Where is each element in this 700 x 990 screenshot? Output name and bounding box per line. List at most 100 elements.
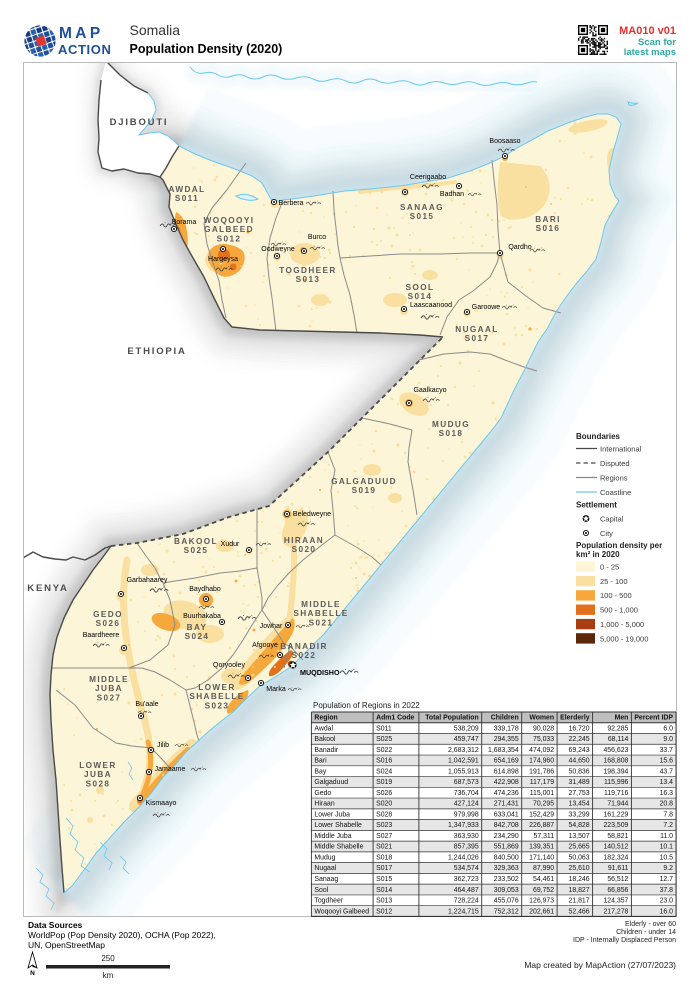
svg-text:IDP - Internally Displaced Per: IDP - Internally Displaced Person [573, 937, 676, 944]
svg-text:534,574: 534,574 [454, 865, 479, 872]
svg-text:S016: S016 [536, 224, 561, 233]
svg-text:223,509: 223,509 [603, 822, 628, 829]
svg-text:474,092: 474,092 [529, 747, 554, 754]
svg-text:140,512: 140,512 [603, 844, 628, 851]
svg-text:18,246: 18,246 [569, 876, 590, 883]
svg-text:MIDDLE: MIDDLE [89, 675, 129, 684]
svg-text:BAY: BAY [187, 623, 208, 632]
svg-text:LOWER: LOWER [79, 761, 116, 770]
svg-text:Percent IDP: Percent IDP [634, 715, 673, 722]
svg-text:363,930: 363,930 [454, 833, 479, 840]
svg-text:DJIBOUTI: DJIBOUTI [110, 117, 169, 128]
svg-text:Settlement: Settlement [576, 501, 617, 510]
svg-text:1,244,026: 1,244,026 [448, 854, 479, 861]
svg-text:S026: S026 [376, 790, 392, 797]
svg-text:NUGAAL: NUGAAL [455, 325, 498, 334]
svg-text:S027: S027 [376, 833, 392, 840]
svg-text:10.5: 10.5 [660, 854, 674, 861]
svg-text:TOGDHEER: TOGDHEER [279, 266, 336, 275]
svg-text:90,028: 90,028 [533, 725, 554, 732]
svg-text:37.8: 37.8 [660, 887, 674, 894]
svg-text:69,752: 69,752 [533, 887, 554, 894]
svg-text:115,001: 115,001 [530, 790, 555, 797]
svg-text:BARI: BARI [535, 215, 561, 224]
svg-text:Somalia: Somalia [130, 22, 181, 38]
svg-text:Oodweyne: Oodweyne [261, 246, 295, 253]
svg-text:Population of Regions in 2022: Population of Regions in 2022 [313, 701, 420, 710]
svg-text:Scan for: Scan for [638, 37, 676, 48]
svg-text:Garoowe: Garoowe [472, 304, 501, 311]
svg-text:KENYA: KENYA [27, 583, 68, 594]
svg-text:92,285: 92,285 [607, 725, 628, 732]
svg-text:Galgaduud: Galgaduud [314, 779, 348, 786]
svg-text:Buurhakaba: Buurhakaba [183, 613, 221, 620]
svg-text:GALGADUUD: GALGADUUD [331, 477, 397, 486]
svg-text:GEDO: GEDO [93, 610, 123, 619]
svg-text:Total Population: Total Population [425, 715, 478, 722]
svg-text:857,395: 857,395 [454, 844, 479, 851]
svg-text:217,278: 217,278 [603, 908, 628, 915]
svg-text:Togdheer: Togdheer [314, 898, 343, 905]
svg-text:Kismaayo: Kismaayo [146, 800, 177, 807]
svg-text:31,489: 31,489 [569, 779, 590, 786]
svg-text:Capital: Capital [600, 515, 624, 524]
svg-text:10.1: 10.1 [660, 844, 674, 851]
svg-text:250: 250 [101, 954, 115, 963]
svg-text:20.8: 20.8 [660, 801, 674, 808]
svg-text:S020: S020 [376, 801, 392, 808]
svg-text:Lower Juba: Lower Juba [314, 811, 350, 818]
svg-text:25,610: 25,610 [569, 865, 590, 872]
svg-text:S014: S014 [408, 292, 433, 301]
svg-text:S013: S013 [376, 898, 392, 905]
svg-text:18,827: 18,827 [569, 887, 590, 894]
svg-text:152,429: 152,429 [529, 811, 554, 818]
svg-text:Badhan: Badhan [440, 191, 464, 198]
svg-text:234,290: 234,290 [494, 833, 519, 840]
svg-text:21,817: 21,817 [569, 898, 590, 905]
svg-text:N: N [30, 970, 35, 977]
svg-text:S020: S020 [292, 545, 317, 554]
svg-text:633,041: 633,041 [494, 811, 519, 818]
svg-text:538,209: 538,209 [454, 725, 479, 732]
svg-text:7.8: 7.8 [663, 811, 673, 818]
svg-text:171,140: 171,140 [529, 854, 554, 861]
svg-text:309,053: 309,053 [494, 887, 519, 894]
svg-text:455,076: 455,076 [494, 898, 519, 905]
svg-text:SHABELLE: SHABELLE [293, 609, 348, 618]
svg-text:182,324: 182,324 [603, 854, 628, 861]
svg-text:Elerderly: Elerderly [560, 715, 590, 722]
svg-text:52,466: 52,466 [569, 908, 590, 915]
svg-text:Beledweyne: Beledweyne [293, 511, 331, 518]
svg-text:MUDUG: MUDUG [432, 420, 470, 429]
svg-text:1,000 - 5,000: 1,000 - 5,000 [600, 620, 644, 629]
svg-text:422,908: 422,908 [494, 779, 519, 786]
svg-text:339,178: 339,178 [494, 725, 519, 732]
svg-text:139,351: 139,351 [529, 844, 554, 851]
svg-text:ACTION: ACTION [58, 42, 111, 57]
svg-text:Awdal: Awdal [314, 725, 333, 732]
svg-text:Gedo: Gedo [314, 790, 331, 797]
svg-text:271,431: 271,431 [494, 801, 519, 808]
svg-text:474,236: 474,236 [494, 790, 519, 797]
svg-text:Banadir: Banadir [314, 747, 338, 754]
svg-text:Baydhabo: Baydhabo [189, 586, 221, 593]
svg-text:115,996: 115,996 [604, 779, 629, 786]
svg-text:S026: S026 [96, 619, 121, 628]
svg-text:S023: S023 [205, 701, 230, 710]
svg-text:226,887: 226,887 [529, 822, 554, 829]
svg-text:500 - 1,000: 500 - 1,000 [600, 606, 638, 615]
svg-text:551,869: 551,869 [494, 844, 519, 851]
svg-text:329,363: 329,363 [494, 865, 519, 872]
svg-text:S011: S011 [376, 725, 392, 732]
svg-text:174,960: 174,960 [529, 758, 554, 765]
svg-text:Qardho: Qardho [508, 244, 531, 251]
svg-text:km² in 2020: km² in 2020 [576, 550, 620, 559]
svg-text:Population density per: Population density per [576, 541, 662, 550]
svg-text:50,063: 50,063 [569, 854, 590, 861]
svg-text:S023: S023 [376, 822, 392, 829]
svg-text:S015: S015 [410, 212, 435, 221]
svg-text:15.6: 15.6 [660, 758, 674, 765]
svg-text:1,042,591: 1,042,591 [448, 758, 479, 765]
svg-text:S011: S011 [175, 194, 199, 203]
svg-text:Children - under 14: Children - under 14 [616, 929, 676, 936]
